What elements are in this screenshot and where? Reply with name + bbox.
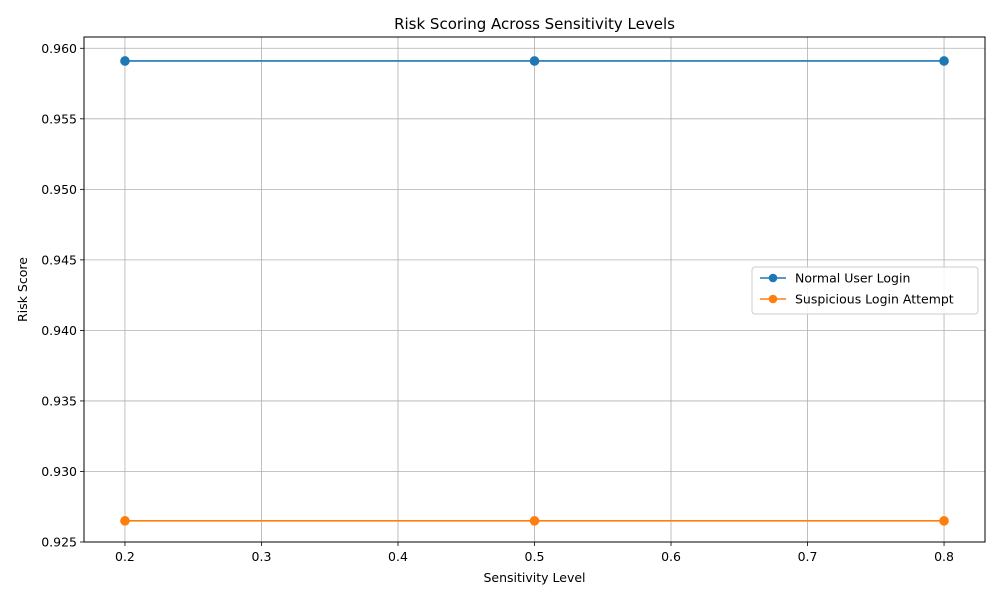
x-tick-label: 0.3 <box>252 549 272 564</box>
series-2 <box>120 516 949 526</box>
legend-box <box>751 266 979 315</box>
legend-entry-label: Normal User Login <box>795 271 910 286</box>
x-tick-label: 0.2 <box>115 549 135 564</box>
data-point <box>939 56 949 66</box>
legend-entry-label: Suspicious Login Attempt <box>795 292 954 307</box>
x-tick-label: 0.5 <box>525 549 545 564</box>
legend: Normal User Login Suspicious Login Attemp… <box>751 266 979 315</box>
legend-swatch-marker <box>768 273 778 283</box>
y-tick-label: 0.925 <box>41 535 77 550</box>
data-point <box>529 56 540 66</box>
data-point <box>939 516 949 526</box>
y-tick-label: 0.955 <box>41 111 77 126</box>
y-tick-label: 0.950 <box>41 182 77 197</box>
axis-ticks: 0.2 0.3 0.4 0.5 0.6 0.7 0.8 0.925 0.930 0.935 0.94… <box>41 41 954 564</box>
y-tick-label: 0.960 <box>41 41 77 56</box>
data-point <box>529 516 540 526</box>
x-tick-label: 0.6 <box>661 549 681 564</box>
data-point <box>120 516 130 526</box>
x-axis-title: Sensitivity Level <box>483 570 585 585</box>
chart-title: Risk Scoring Across Sensitivity Levels <box>394 15 675 33</box>
x-tick-label: 0.4 <box>388 549 408 564</box>
series-layer <box>120 56 949 526</box>
y-tick-label: 0.940 <box>41 323 77 338</box>
y-tick-label: 0.945 <box>41 252 77 267</box>
x-tick-label: 0.7 <box>798 549 818 564</box>
data-point <box>120 56 130 66</box>
y-axis-title: Risk Score <box>15 257 30 322</box>
series-1 <box>120 56 949 66</box>
y-tick-label: 0.935 <box>41 393 77 408</box>
x-tick-label: 0.8 <box>934 549 954 564</box>
legend-swatch-marker <box>768 294 778 304</box>
y-tick-label: 0.930 <box>41 464 77 479</box>
